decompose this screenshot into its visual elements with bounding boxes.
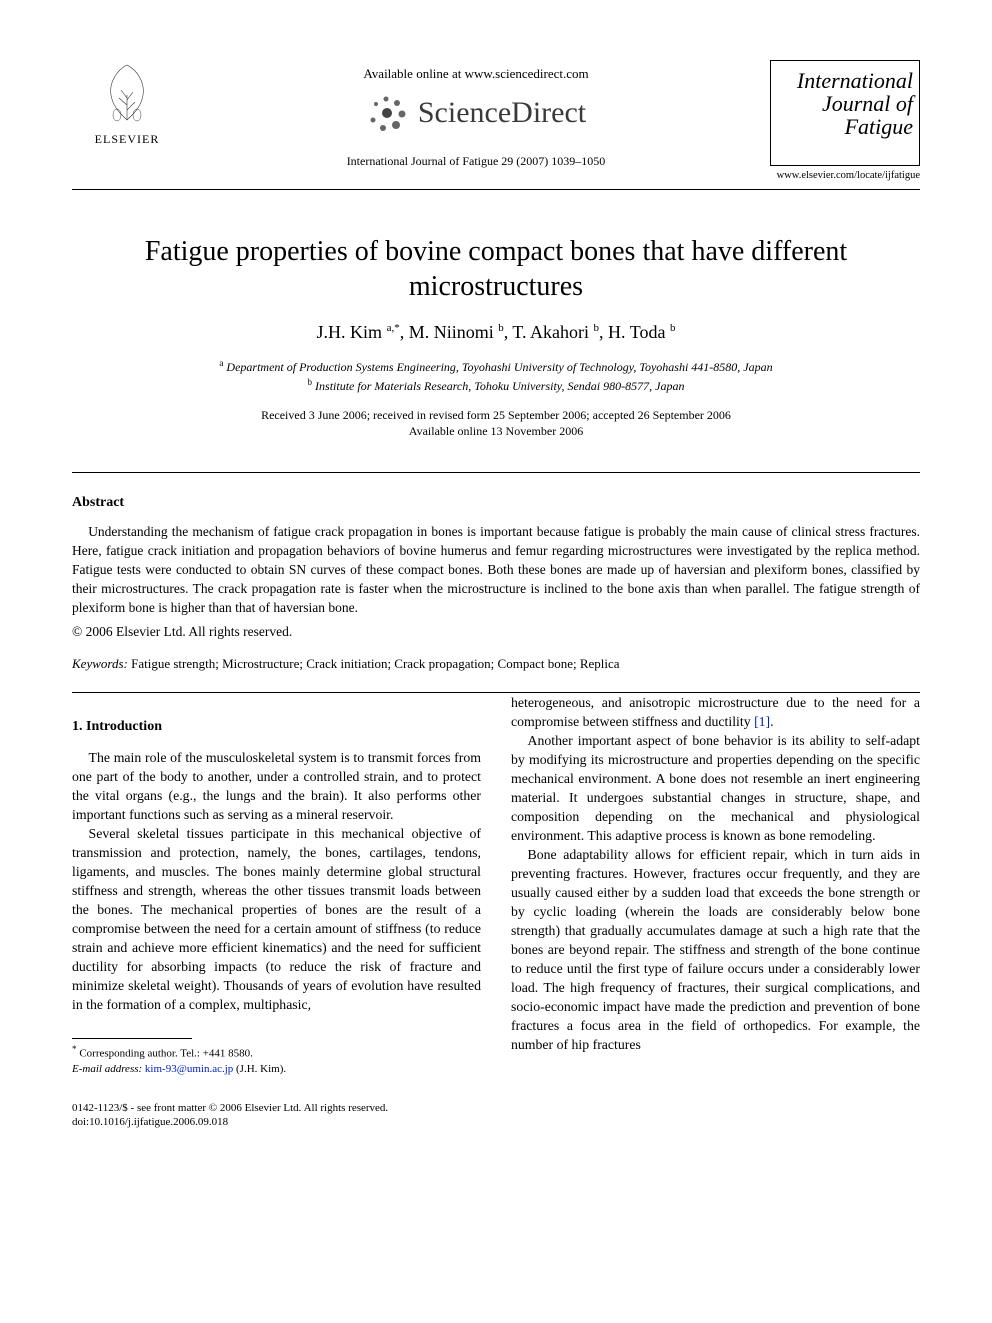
article-dates: Received 3 June 2006; received in revise… xyxy=(72,407,920,441)
sciencedirect-logo: ScienceDirect xyxy=(366,92,586,134)
intro-p3: heterogeneous, and anisotropic microstru… xyxy=(511,693,920,731)
journal-title-line2: Journal of xyxy=(777,92,913,115)
center-header: Available online at www.sciencedirect.co… xyxy=(182,60,770,169)
keywords-text: Fatigue strength; Microstructure; Crack … xyxy=(128,656,620,671)
elsevier-tree-icon xyxy=(97,60,157,125)
affiliation-b: Institute for Materials Research, Tohoku… xyxy=(315,379,684,393)
corresponding-footnote: * Corresponding author. Tel.: +441 8580.… xyxy=(72,1043,481,1076)
citation-line: International Journal of Fatigue 29 (200… xyxy=(182,154,770,169)
keywords-label: Keywords: xyxy=(72,656,128,671)
article-title: Fatigue properties of bovine compact bon… xyxy=(112,234,880,304)
sciencedirect-swirl-icon xyxy=(366,92,408,134)
abstract-text: Understanding the mechanism of fatigue c… xyxy=(72,523,920,617)
doi-line: doi:10.1016/j.ijfatigue.2006.09.018 xyxy=(72,1115,920,1129)
email-label: E-mail address: xyxy=(72,1063,142,1075)
dates-online: Available online 13 November 2006 xyxy=(72,423,920,440)
available-online-line: Available online at www.sciencedirect.co… xyxy=(182,66,770,82)
column-right: heterogeneous, and anisotropic microstru… xyxy=(511,693,920,1077)
keywords-line: Keywords: Fatigue strength; Microstructu… xyxy=(72,656,920,672)
corr-email-link[interactable]: kim-93@umin.ac.jp xyxy=(145,1063,233,1075)
intro-p2: Several skeletal tissues participate in … xyxy=(72,824,481,1014)
affiliation-a: Department of Production Systems Enginee… xyxy=(226,360,772,374)
intro-p5: Bone adaptability allows for efficient r… xyxy=(511,845,920,1054)
abstract-copyright: © 2006 Elsevier Ltd. All rights reserved… xyxy=(72,624,920,640)
dates-received: Received 3 June 2006; received in revise… xyxy=(72,407,920,424)
sciencedirect-text: ScienceDirect xyxy=(418,96,586,130)
affiliations: a Department of Production Systems Engin… xyxy=(72,357,920,395)
bottom-meta: 0142-1123/$ - see front matter © 2006 El… xyxy=(72,1101,920,1130)
abstract-body: Understanding the mechanism of fatigue c… xyxy=(72,523,920,617)
elsevier-logo-block: ELSEVIER xyxy=(72,60,182,147)
abstract-heading: Abstract xyxy=(72,495,920,511)
email-post: (J.H. Kim). xyxy=(233,1063,286,1075)
front-matter-line: 0142-1123/$ - see front matter © 2006 El… xyxy=(72,1101,920,1115)
intro-p4: Another important aspect of bone behavio… xyxy=(511,731,920,845)
journal-title-line1: International xyxy=(777,69,913,92)
abstract-top-rule xyxy=(72,472,920,473)
intro-p1: The main role of the musculoskeletal sys… xyxy=(72,748,481,824)
elsevier-label: ELSEVIER xyxy=(72,132,182,147)
journal-title-box: International Journal of Fatigue xyxy=(770,60,920,166)
page-root: ELSEVIER Available online at www.science… xyxy=(0,0,992,1169)
intro-p3-post: . xyxy=(770,714,773,729)
footnote-rule xyxy=(72,1038,192,1039)
journal-url: www.elsevier.com/locate/ijfatigue xyxy=(770,170,920,181)
header-row: ELSEVIER Available online at www.science… xyxy=(72,60,920,181)
authors-line: J.H. Kim a,*, M. Niinomi b, T. Akahori b… xyxy=(72,322,920,343)
body-columns: 1. Introduction The main role of the mus… xyxy=(72,693,920,1077)
ref-link-1[interactable]: [1] xyxy=(754,714,770,729)
header-rule xyxy=(72,189,920,190)
journal-title-line3: Fatigue xyxy=(777,115,913,138)
journal-block: International Journal of Fatigue www.els… xyxy=(770,60,920,181)
intro-p3-pre: heterogeneous, and anisotropic microstru… xyxy=(511,695,920,729)
column-left: 1. Introduction The main role of the mus… xyxy=(72,693,481,1077)
corr-author-text: Corresponding author. Tel.: +441 8580. xyxy=(79,1048,253,1060)
section-1-heading: 1. Introduction xyxy=(72,717,481,736)
